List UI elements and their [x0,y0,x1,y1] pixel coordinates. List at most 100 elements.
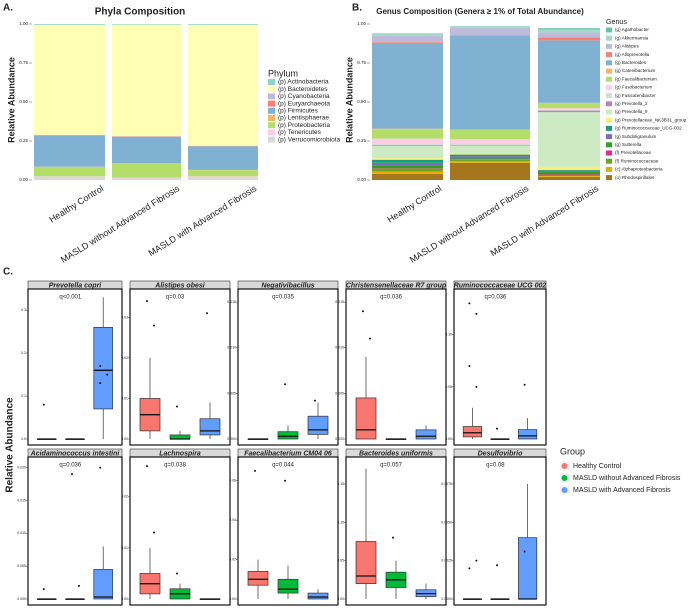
legend-swatch [561,475,568,481]
y-tick-label: 0.00 [337,597,344,601]
legend-swatch [561,463,568,469]
point [99,365,102,367]
point [71,473,73,476]
annotation: q=0.036 [380,295,403,301]
y-axis-label: Relative Abundance [6,57,16,143]
facet-title: Bacteroides uniformis [359,450,433,457]
bar-segment [450,26,530,27]
facet-title: Prevotella copri [49,282,103,289]
bar-segment [450,129,530,140]
point [475,312,478,315]
facet-title: Negativibacillus [261,282,314,289]
bar-segment [34,24,105,25]
legend-label: Healthy Control [573,463,622,470]
legend-swatch [561,487,568,493]
bar-segment [372,143,443,145]
y-axis-label: Relative Abundance [344,57,354,143]
y-tick-label: 0.0 [21,437,26,441]
point [146,465,148,468]
annotation: q=0.035 [272,295,295,301]
legend-label: (p) Bacteroidetes [278,86,328,93]
y-tick-label: 0.25 [357,138,366,143]
bar-segment [538,176,600,177]
y-tick-label: 0.02 [121,495,128,499]
bar-segment [538,176,600,180]
bar-segment [538,29,600,33]
y-tick-label: 0.01 [121,546,128,550]
bar-segment [188,24,258,25]
legend-label: (p) Firmicutes [278,108,318,115]
bar-segment [112,163,181,178]
bar-segment [450,27,530,36]
bar-segment [372,171,443,174]
annotation: q<0.001 [59,295,82,301]
x-tick-label: MASLD without Advanced Fibrosis [59,183,182,265]
y-tick-label: 0.005 [17,564,26,568]
legend-swatch [606,93,612,99]
facet-panel [129,288,231,446]
point [42,403,45,406]
legend-swatch [606,68,612,74]
facet-panel [129,456,231,606]
bar-segment [372,144,443,146]
annotation: q=0.08 [486,463,505,469]
bar-segment [450,36,530,130]
y-tick-label: 0.0075 [441,482,452,486]
legend-label: (f) Prevotellaceae [615,150,651,155]
point [392,536,394,539]
y-tick-label: 0.010 [335,346,344,350]
point [468,302,471,305]
legend-label: (p) Proteobacteria [278,122,330,129]
point [284,479,286,482]
bar-segment [450,156,530,159]
legend-label: MASLD without Advanced Fibrosis [573,475,681,482]
legend-swatch [606,84,612,90]
legend-label: (g) Faecalibacterium [615,76,657,81]
legend-swatch [606,117,612,123]
bar-segment [538,112,600,167]
bar-segment [450,26,530,28]
y-tick-label: 0.05 [337,559,344,563]
legend-label: (g) Prevotella_2 [615,101,648,106]
point [523,550,526,553]
legend-swatch [606,175,612,181]
y-tick-label: 0.00 [445,437,452,441]
facet-title: Faecalibacterium CM04 06 [244,450,332,457]
x-tick-label: Healthy Control [385,183,443,224]
chart-title: Genus Composition (Genera ≥ 1% of Total … [376,7,584,16]
box [93,327,113,410]
point [99,466,102,469]
bar-segment [372,158,443,160]
bar-segment [450,143,530,146]
bar-segment [538,108,600,110]
point [99,382,102,385]
legend-title: Phylum [268,68,298,78]
legend-label: (g) Fusicatenibacter [615,93,656,98]
annotation: q=0.03 [166,295,185,301]
bar-segment [34,176,105,180]
legend-label: (g) Fusobacterium [615,85,652,90]
bar-segment [112,24,181,25]
legend-swatch [268,136,275,143]
facet-panel [453,456,547,606]
legend-swatch [606,43,612,49]
bar-segment [188,170,258,177]
annotation: q=0.038 [164,463,187,469]
facet-panel [27,288,123,446]
legend-label: (g) Agathobacter [615,27,649,32]
legend-swatch [606,27,612,33]
bar-segment [372,168,443,172]
point [254,469,256,472]
bar-segment [538,169,600,171]
y-tick-label: 0.0050 [441,520,452,524]
y-tick-label: 0.00 [121,437,128,441]
bar-segment [372,167,443,169]
legend-swatch [268,100,275,107]
bar-segment [538,37,600,41]
point [475,385,478,388]
y-tick-label: 0.005 [227,391,236,395]
point [176,405,178,408]
y-tick-label: 0.005 [335,391,344,395]
legend-swatch [606,101,612,107]
y-tick-label: 0.010 [227,346,236,350]
